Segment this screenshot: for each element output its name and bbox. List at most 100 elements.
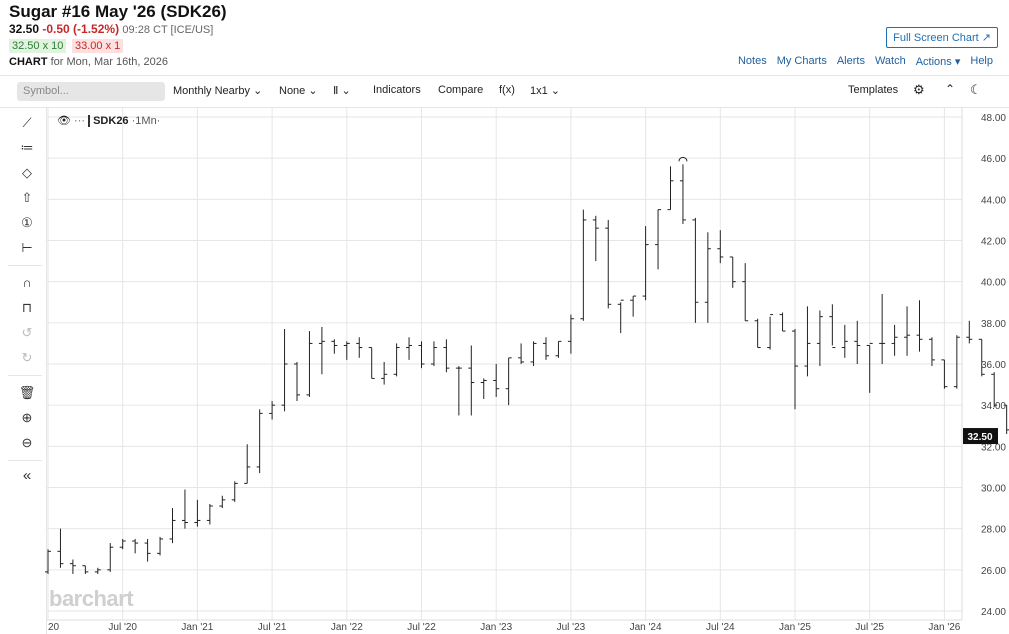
ohlc-bar xyxy=(45,549,51,574)
notes-link[interactable]: Notes xyxy=(737,55,767,67)
ohlc-bar xyxy=(368,347,375,379)
ohlc-bar xyxy=(455,366,462,416)
page-title: Sugar #16 May '26 (SDK26) xyxy=(9,2,227,21)
symbol-search-input[interactable]: Symbol... xyxy=(17,82,165,101)
ohlc-bar xyxy=(804,306,811,377)
lock-icon[interactable]: ⊓ xyxy=(21,300,33,315)
ohlc-bar xyxy=(779,312,786,332)
fibonacci-tool-icon[interactable]: ≔ xyxy=(20,140,34,155)
ohlc-bar xyxy=(679,164,686,225)
toolbar-divider xyxy=(8,460,42,461)
my-charts-link[interactable]: My Charts xyxy=(776,55,827,67)
price-tag-box xyxy=(963,428,998,445)
actions-menu[interactable]: Actions ▾ xyxy=(915,56,961,68)
ohlc-bar xyxy=(244,444,251,484)
arrow-tool-icon[interactable]: ⇧ xyxy=(21,190,33,205)
measure-tool-icon[interactable]: ⊢ xyxy=(21,240,33,255)
y-axis: 48.00 46.00 44.00 42.00 40.00 38.00 36.00 34.00… xyxy=(981,113,1006,618)
help-link[interactable]: Help xyxy=(970,55,993,67)
x-tick-label: Jul '24 xyxy=(706,622,735,633)
ohlc-bar xyxy=(57,528,64,568)
zoom-in-icon[interactable]: ⊕ xyxy=(21,410,33,425)
watch-link[interactable]: Watch xyxy=(874,55,906,67)
y-tick-label: 38.00 xyxy=(981,319,1006,330)
legend-interval: ·1Mn· xyxy=(131,115,161,127)
ohlc-bar xyxy=(953,335,960,389)
ohlc-bar xyxy=(816,310,823,367)
ohlc-bar xyxy=(169,508,176,544)
chart-grid xyxy=(47,107,963,621)
legend-menu-icon[interactable]: ⋯ xyxy=(74,115,86,127)
undo-icon[interactable]: ↺ xyxy=(21,325,33,340)
line-tool-icon[interactable]: ⟋ xyxy=(22,115,32,130)
collapse-chevron-icon[interactable]: ⌃ xyxy=(945,82,956,96)
y-tick-label: 30.00 xyxy=(981,484,1006,495)
ohlc-bar xyxy=(468,345,475,416)
zoom-out-icon[interactable]: ⊖ xyxy=(21,435,33,450)
ohlc-bar xyxy=(505,357,512,406)
ohlc-bar xyxy=(480,378,487,399)
none-dropdown[interactable]: None ⌄ xyxy=(279,85,318,97)
y-tick-label: 24.00 xyxy=(981,607,1006,618)
ohlc-bar xyxy=(592,215,599,262)
trash-icon[interactable]: 🗑 xyxy=(18,385,36,400)
x-tick-label: Jul '22 xyxy=(407,622,436,633)
ohlc-bar xyxy=(580,209,587,321)
ohlc-bar xyxy=(393,343,400,377)
dark-mode-moon-icon[interactable]: ☾ xyxy=(970,82,982,97)
collapse-sidebar-icon[interactable]: « xyxy=(22,467,32,484)
y-tick-label: 48.00 xyxy=(981,113,1006,124)
ohlc-bar xyxy=(717,230,724,264)
price-tag-label: 32.50 xyxy=(967,432,992,443)
ohlc-bar xyxy=(704,232,711,323)
ohlc-bar xyxy=(331,339,338,354)
ohlc-bar xyxy=(206,503,213,525)
shape-tool-icon[interactable]: ◇ xyxy=(22,165,32,180)
magnet-icon[interactable]: ∩ xyxy=(22,275,32,290)
x-tick-label: Jan '21 xyxy=(181,622,213,633)
ohlc-bar xyxy=(767,314,774,350)
ohlc-bar xyxy=(891,324,898,356)
period-dropdown[interactable]: Monthly Nearby ⌄ xyxy=(173,85,263,97)
x-tick-label: Jul '23 xyxy=(557,622,586,633)
x-tick-label: Jul '25 xyxy=(855,622,884,633)
compare-button[interactable]: Compare xyxy=(438,84,484,96)
x-tick-label: Jan '24 xyxy=(630,622,662,633)
full-screen-chart-button[interactable]: Full Screen Chart ↗ xyxy=(886,27,998,48)
ohlc-bar xyxy=(692,217,699,323)
last-price: 32.50 xyxy=(9,22,40,36)
ohlc-bar xyxy=(119,538,126,550)
layout-dropdown[interactable]: 1x1 ⌄ xyxy=(530,85,561,97)
ohlc-bar xyxy=(281,329,288,412)
templates-button[interactable]: Templates xyxy=(848,84,899,96)
settings-gear-icon[interactable]: ⚙ xyxy=(913,82,925,97)
redo-icon[interactable]: ↻ xyxy=(21,350,33,365)
annotation-tool-icon[interactable]: ① xyxy=(21,215,33,230)
alerts-link[interactable]: Alerts xyxy=(836,55,865,67)
ohlc-bar xyxy=(306,331,313,397)
ohlc-bar xyxy=(69,559,76,574)
fx-button[interactable]: f(x) xyxy=(499,84,515,96)
x-tick-label: Jan '22 xyxy=(331,622,363,633)
indicators-button[interactable]: Indicators xyxy=(373,84,421,96)
ohlc-bar xyxy=(841,324,848,358)
ohlc-bar xyxy=(82,565,89,574)
ohlc-bar xyxy=(829,304,836,349)
chart-type-dropdown[interactable]: Ⅱ ⌄ xyxy=(333,85,351,97)
ohlc-bar xyxy=(418,341,425,369)
y-tick-label: 40.00 xyxy=(981,278,1006,289)
x-tick-label: Jan '23 xyxy=(480,622,512,633)
y-tick-label: 44.00 xyxy=(981,195,1006,206)
ohlc-bar xyxy=(194,499,201,527)
ohlc-bar xyxy=(642,226,649,301)
visibility-eye-icon[interactable]: 👁 xyxy=(57,115,71,127)
high-marker xyxy=(678,156,688,162)
ohlc-bar xyxy=(904,306,911,356)
ohlc-bar xyxy=(256,409,263,474)
y-tick-label: 28.00 xyxy=(981,525,1006,536)
ohlc-bar xyxy=(443,339,450,373)
ohlc-bar xyxy=(94,567,101,574)
y-tick-label: 46.00 xyxy=(981,154,1006,165)
ohlc-bar xyxy=(605,219,612,309)
